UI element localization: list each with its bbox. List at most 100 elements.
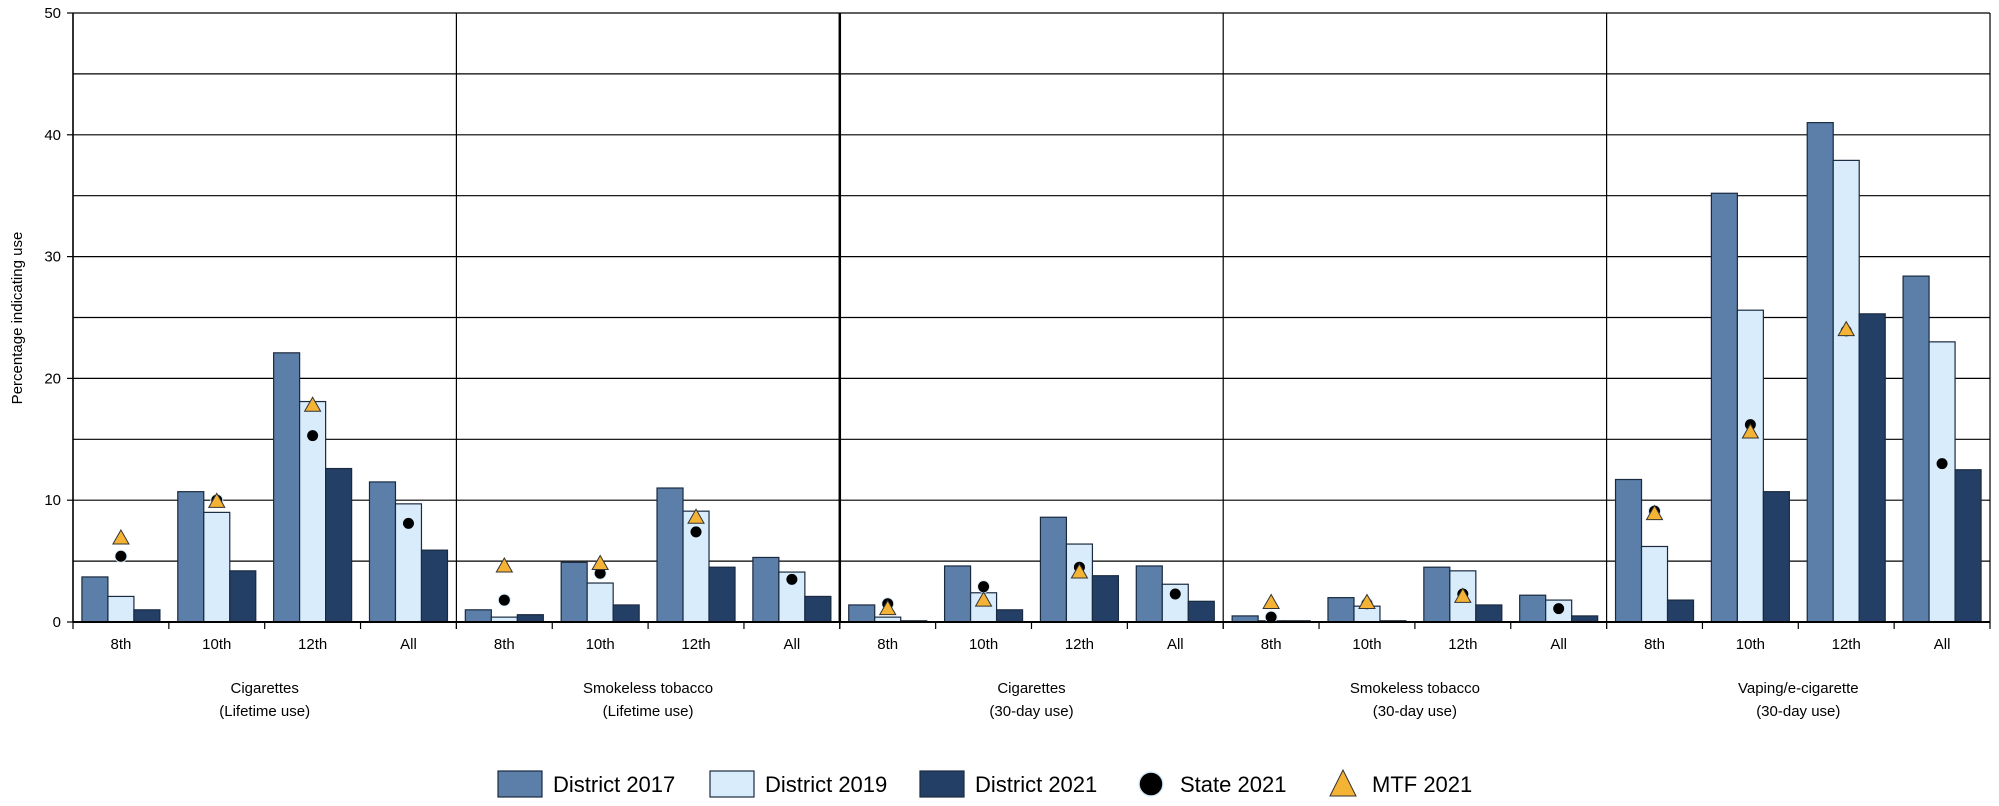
marker-mtf-2021 — [1070, 563, 1089, 579]
bar-district-2019 — [1832, 159, 1860, 623]
bar-district-2017 — [752, 556, 780, 623]
marker-mtf-2021 — [1358, 593, 1376, 610]
legend-label-state-2021: State 2021 — [1180, 772, 1286, 797]
bar-district-2017 — [1327, 597, 1355, 623]
y-tick-label: 0 — [53, 614, 61, 631]
y-tick-label: 40 — [44, 127, 61, 144]
bar-district-2021 — [1762, 491, 1790, 623]
marker-mtf-2021 — [974, 591, 993, 607]
legend-label-district-2021: District 2021 — [975, 772, 1097, 797]
x-tick-label: All — [1550, 636, 1567, 653]
bar-district-2017 — [848, 604, 876, 623]
y-tick-label: 30 — [44, 249, 61, 266]
marker-mtf-2021 — [878, 599, 897, 616]
x-tick-label: 12th — [1448, 636, 1477, 653]
marker-mtf-2021 — [591, 554, 610, 571]
marker-state-2021 — [401, 516, 415, 530]
bar-district-2021 — [133, 609, 161, 623]
labels-layer: 0 10 20 30 40 50 8th 10th 12th All Cigarettes (Life… — [44, 5, 1950, 720]
marker-mtf-2021 — [1837, 320, 1856, 337]
x-tick-label: 8th — [877, 636, 898, 653]
legend-swatch-district-2017 — [497, 770, 543, 798]
group-sublabel: (30-day use) — [1756, 703, 1840, 720]
bar-district-2017 — [81, 576, 109, 623]
legend-swatch-district-2021 — [919, 770, 965, 798]
group-sublabel: (Lifetime use) — [219, 703, 310, 720]
x-tick-label: 12th — [298, 636, 327, 653]
bar-district-2019 — [203, 511, 231, 623]
x-tick-label: 12th — [1065, 636, 1094, 653]
group-sublabel: (30-day use) — [989, 703, 1073, 720]
legend-swatch-district-2019 — [709, 770, 755, 798]
bars-layer — [81, 122, 1982, 623]
x-tick-label: 8th — [494, 636, 515, 653]
x-tick-label: All — [1167, 636, 1184, 653]
bar-district-2019 — [1640, 545, 1669, 623]
bar-district-2017 — [1806, 122, 1834, 623]
marker-mtf-2021 — [1741, 422, 1760, 439]
bar-district-2021 — [708, 566, 736, 623]
bar-district-2021 — [516, 614, 544, 623]
bar-district-2021 — [1187, 600, 1215, 623]
marker-state-2021 — [497, 593, 511, 607]
group-label: Cigarettes — [997, 680, 1065, 697]
bar-district-2021 — [420, 549, 449, 623]
bar-district-2017 — [656, 487, 684, 623]
marker-state-2021 — [1552, 602, 1566, 616]
legend-swatch-state-2021 — [1138, 771, 1164, 797]
bar-district-2017 — [1039, 516, 1068, 623]
marker-mtf-2021 — [687, 508, 705, 524]
bar-district-2021 — [1954, 469, 1982, 623]
x-tick-label: 10th — [202, 636, 231, 653]
legend-swatch-mtf-2021 — [1329, 768, 1357, 797]
bar-district-2017 — [1423, 566, 1451, 623]
group-label: Cigarettes — [231, 680, 299, 697]
bar-district-2019 — [1065, 543, 1094, 623]
marker-state-2021 — [306, 429, 320, 443]
x-tick-label: All — [1934, 636, 1951, 653]
x-tick-label: 8th — [1644, 636, 1665, 653]
y-axis-title: Percentage indicating use — [9, 232, 26, 405]
bar-district-2017 — [1519, 594, 1547, 623]
bar-district-2017 — [368, 481, 397, 623]
x-tick-label: 10th — [1352, 636, 1381, 653]
bar-district-2017 — [560, 561, 588, 623]
grid-layer — [72, 12, 1991, 623]
marker-mtf-2021 — [1645, 504, 1664, 521]
y-tick-label: 50 — [44, 5, 61, 22]
x-tick-label: 8th — [1261, 636, 1282, 653]
legend: District 2017 District 2019 District 2021 S… — [497, 768, 1472, 798]
bar-district-2017 — [273, 352, 301, 623]
bar-district-2017 — [943, 565, 972, 623]
marker-state-2021 — [1935, 457, 1949, 471]
group-sublabel: (30-day use) — [1373, 703, 1457, 720]
marker-state-2021 — [1168, 587, 1182, 601]
x-tick-label: 8th — [110, 636, 131, 653]
bar-district-2021 — [1666, 599, 1695, 623]
y-tick-label: 20 — [44, 370, 61, 387]
x-tick-label: 12th — [681, 636, 710, 653]
markers-layer — [112, 320, 1949, 624]
bar-district-2019 — [586, 582, 614, 623]
bar-district-2019 — [1736, 309, 1764, 623]
bar-district-2019 — [107, 595, 135, 623]
y-tick-label: 10 — [44, 492, 61, 509]
marker-mtf-2021 — [495, 556, 514, 573]
legend-label-district-2017: District 2017 — [553, 772, 675, 797]
legend-label-district-2019: District 2019 — [765, 772, 887, 797]
marker-mtf-2021 — [303, 396, 322, 412]
bar-district-2021 — [995, 609, 1024, 623]
bar-district-2021 — [1858, 313, 1886, 623]
marker-state-2021 — [689, 525, 703, 539]
bar-district-2017 — [1902, 275, 1930, 623]
x-tick-label: All — [400, 636, 417, 653]
marker-mtf-2021 — [207, 492, 226, 508]
bar-district-2021 — [1091, 575, 1120, 623]
group-label: Smokeless tobacco — [583, 680, 713, 697]
bar-district-2017 — [1135, 565, 1163, 623]
x-tick-label: 10th — [969, 636, 998, 653]
marker-mtf-2021 — [1453, 587, 1472, 603]
marker-state-2021 — [1264, 610, 1278, 624]
